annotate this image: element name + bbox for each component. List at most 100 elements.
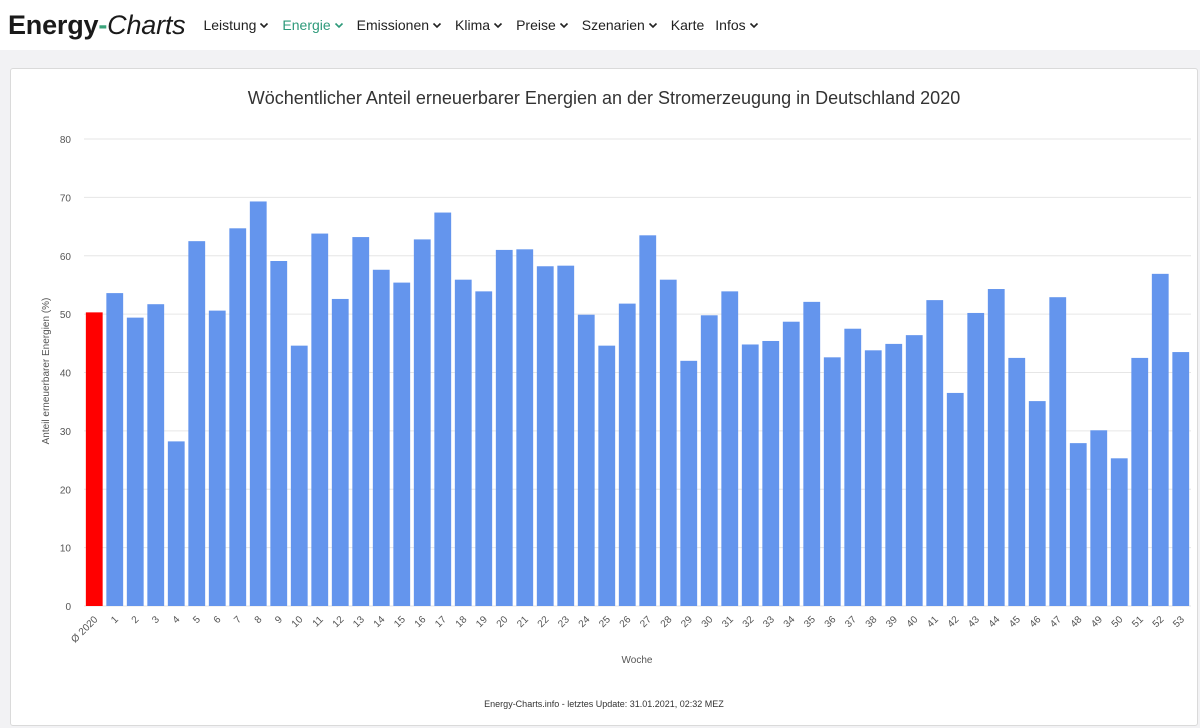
bar-week-52[interactable] (1151, 273, 1169, 606)
nav-item-label: Szenarien (581, 17, 645, 33)
bar-week-49[interactable] (1090, 430, 1108, 606)
bar-week-13[interactable] (352, 237, 370, 606)
y-tick-label: 0 (65, 602, 71, 613)
bar-week-50[interactable] (1110, 458, 1128, 606)
bar-week-33[interactable] (762, 340, 780, 606)
x-tick-label: 26 (618, 614, 634, 630)
bar-week-23[interactable] (557, 265, 575, 606)
bar-average[interactable] (85, 312, 103, 606)
chevron-down-icon (493, 20, 505, 30)
bar-week-18[interactable] (454, 279, 472, 606)
bar-week-34[interactable] (782, 321, 800, 606)
bar-week-36[interactable] (823, 357, 841, 606)
bar-week-37[interactable] (844, 328, 862, 606)
bar-week-16[interactable] (413, 239, 431, 606)
y-axis-label: Anteil erneuerbarer Energien (%) (41, 298, 52, 445)
bar-week-27[interactable] (639, 235, 657, 606)
bar-week-14[interactable] (372, 269, 390, 606)
bar-week-4[interactable] (167, 441, 185, 606)
grid-lines (84, 138, 1191, 607)
bar-week-3[interactable] (147, 304, 165, 606)
x-tick-label: 52 (1151, 614, 1167, 630)
y-tick-label: 40 (60, 369, 72, 380)
x-tick-label: 4 (171, 614, 183, 626)
bar-week-29[interactable] (680, 360, 698, 606)
bar-week-20[interactable] (495, 249, 513, 606)
bar-week-44[interactable] (987, 289, 1005, 606)
x-tick-label: 33 (761, 614, 777, 630)
nav-item-label: Emissionen (356, 17, 430, 33)
x-tick-label: 53 (1171, 614, 1187, 630)
x-tick-label: 21 (515, 614, 531, 630)
nav-item-label: Infos (715, 17, 746, 33)
bar-week-12[interactable] (331, 298, 349, 606)
bar-week-43[interactable] (967, 312, 985, 606)
x-tick-label: 14 (372, 614, 388, 630)
nav-item-szenarien[interactable]: Szenarien (582, 17, 660, 33)
bar-week-26[interactable] (618, 303, 636, 606)
bar-week-41[interactable] (926, 300, 944, 606)
bar-week-45[interactable] (1008, 357, 1026, 606)
bar-week-32[interactable] (741, 344, 759, 606)
chart-title: Wöchentlicher Anteil erneuerbarer Energi… (248, 88, 960, 108)
bar-week-5[interactable] (188, 241, 206, 606)
bar-week-48[interactable] (1069, 443, 1087, 606)
bar-week-8[interactable] (249, 201, 267, 606)
x-tick-label: 12 (331, 614, 347, 630)
bar-week-51[interactable] (1131, 357, 1149, 606)
chevron-down-icon (334, 20, 346, 30)
bar-week-1[interactable] (106, 293, 124, 606)
bar-week-35[interactable] (803, 301, 821, 606)
bar-week-31[interactable] (721, 291, 739, 606)
nav-item-energie[interactable]: Energie (282, 17, 345, 33)
x-tick-label: 11 (311, 614, 326, 629)
bar-week-25[interactable] (598, 345, 616, 606)
bar-week-7[interactable] (229, 228, 247, 606)
bar-week-40[interactable] (905, 335, 923, 606)
bar-week-42[interactable] (946, 392, 964, 606)
nav-item-preise[interactable]: Preise (516, 17, 571, 33)
nav-item-leistung[interactable]: Leistung (203, 17, 271, 33)
x-tick-label: 1 (109, 614, 121, 626)
bar-week-21[interactable] (516, 249, 534, 607)
bar-week-15[interactable] (393, 282, 411, 606)
bar-week-39[interactable] (885, 343, 903, 606)
bar-week-38[interactable] (864, 350, 882, 606)
bar-week-17[interactable] (434, 212, 452, 607)
nav-item-emissionen[interactable]: Emissionen (357, 17, 444, 33)
bar-week-11[interactable] (311, 233, 329, 606)
bar-week-28[interactable] (659, 279, 677, 606)
x-tick-label: 48 (1069, 614, 1085, 630)
bar-week-6[interactable] (208, 310, 226, 606)
x-tick-label: 16 (413, 614, 429, 630)
x-tick-label: Ø 2020 (69, 614, 100, 645)
bar-week-9[interactable] (270, 261, 288, 606)
brand-dash: - (98, 9, 108, 40)
bar-week-30[interactable] (700, 315, 718, 606)
x-tick-label: 37 (843, 614, 859, 630)
brand-logo[interactable]: Energy-Charts (8, 9, 186, 41)
x-tick-label: 45 (1007, 614, 1023, 630)
bar-week-2[interactable] (126, 317, 144, 606)
main-menu: Leistung Energie Emissionen Klima Preise Szen… (203, 17, 771, 33)
chevron-down-icon (749, 20, 761, 30)
bar-week-46[interactable] (1028, 401, 1046, 606)
nav-item-karte[interactable]: Karte (671, 17, 704, 33)
bar-week-10[interactable] (290, 345, 308, 606)
bar-week-19[interactable] (475, 291, 493, 606)
x-tick-label: 5 (191, 614, 203, 626)
x-axis-ticks: Ø 2020 1 2 3 4 5 6 7 8 9 10 11 12 13 14 15 16 17 18 19 20 21 2… (69, 614, 1187, 645)
x-tick-label: 8 (253, 614, 265, 626)
bar-week-47[interactable] (1049, 297, 1067, 606)
bars (85, 201, 1190, 607)
bar-week-22[interactable] (536, 266, 554, 606)
bar-week-24[interactable] (577, 314, 595, 606)
y-tick-label: 30 (60, 427, 72, 438)
x-tick-label: 39 (884, 614, 900, 630)
nav-item-klima[interactable]: Klima (455, 17, 505, 33)
chart-card: Wöchentlicher Anteil erneuerbarer Energi… (10, 68, 1198, 726)
bar-week-53[interactable] (1172, 352, 1190, 606)
nav-item-infos[interactable]: Infos (715, 17, 760, 33)
x-tick-label: 41 (925, 614, 941, 630)
x-tick-label: 25 (597, 614, 613, 630)
